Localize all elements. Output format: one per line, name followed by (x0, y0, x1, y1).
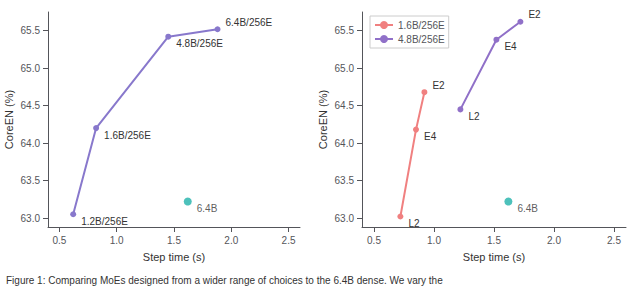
svg-text:E2: E2 (528, 9, 541, 20)
svg-text:6.4B: 6.4B (197, 203, 218, 214)
svg-text:64.5: 64.5 (21, 100, 41, 111)
svg-text:E4: E4 (424, 131, 437, 142)
svg-text:1.0: 1.0 (110, 235, 124, 246)
svg-text:4.8B/256E: 4.8B/256E (176, 38, 223, 49)
svg-text:64.5: 64.5 (335, 100, 355, 111)
svg-text:E4: E4 (504, 41, 517, 52)
svg-text:65.5: 65.5 (335, 25, 355, 36)
svg-text:L2: L2 (408, 218, 420, 229)
svg-text:63.0: 63.0 (21, 213, 41, 224)
svg-text:E2: E2 (432, 80, 445, 91)
svg-text:1.5: 1.5 (167, 235, 181, 246)
svg-text:1.2B/256E: 1.2B/256E (81, 216, 128, 227)
svg-text:2.5: 2.5 (282, 235, 296, 246)
svg-text:1.5: 1.5 (487, 235, 501, 246)
svg-text:2.0: 2.0 (224, 235, 238, 246)
svg-text:64.0: 64.0 (21, 138, 41, 149)
svg-text:6.4B: 6.4B (517, 203, 538, 214)
svg-text:Step time (s): Step time (s) (463, 251, 525, 263)
svg-text:65.0: 65.0 (335, 63, 355, 74)
svg-text:0.5: 0.5 (53, 235, 67, 246)
svg-text:1.6B/256E: 1.6B/256E (104, 130, 151, 141)
svg-text:2.0: 2.0 (547, 235, 561, 246)
svg-text:64.0: 64.0 (335, 138, 355, 149)
svg-text:Step time (s): Step time (s) (143, 251, 205, 263)
svg-text:6.4B/256E: 6.4B/256E (226, 17, 273, 28)
svg-text:1.6B/256E: 1.6B/256E (398, 20, 445, 31)
svg-text:0.5: 0.5 (367, 235, 381, 246)
svg-text:Figure 1: Comparing MoEs desig: Figure 1: Comparing MoEs designed from a… (6, 275, 443, 286)
svg-text:65.0: 65.0 (21, 63, 41, 74)
svg-text:CoreEN (%): CoreEN (%) (3, 90, 15, 149)
svg-text:2.5: 2.5 (607, 235, 621, 246)
svg-text:L2: L2 (468, 111, 480, 122)
svg-text:4.8B/256E: 4.8B/256E (398, 34, 445, 45)
svg-text:CoreEN (%): CoreEN (%) (317, 90, 329, 149)
svg-text:63.5: 63.5 (335, 175, 355, 186)
svg-text:63.0: 63.0 (335, 213, 355, 224)
svg-text:1.0: 1.0 (427, 235, 441, 246)
svg-text:63.5: 63.5 (21, 175, 41, 186)
svg-text:65.5: 65.5 (21, 25, 41, 36)
